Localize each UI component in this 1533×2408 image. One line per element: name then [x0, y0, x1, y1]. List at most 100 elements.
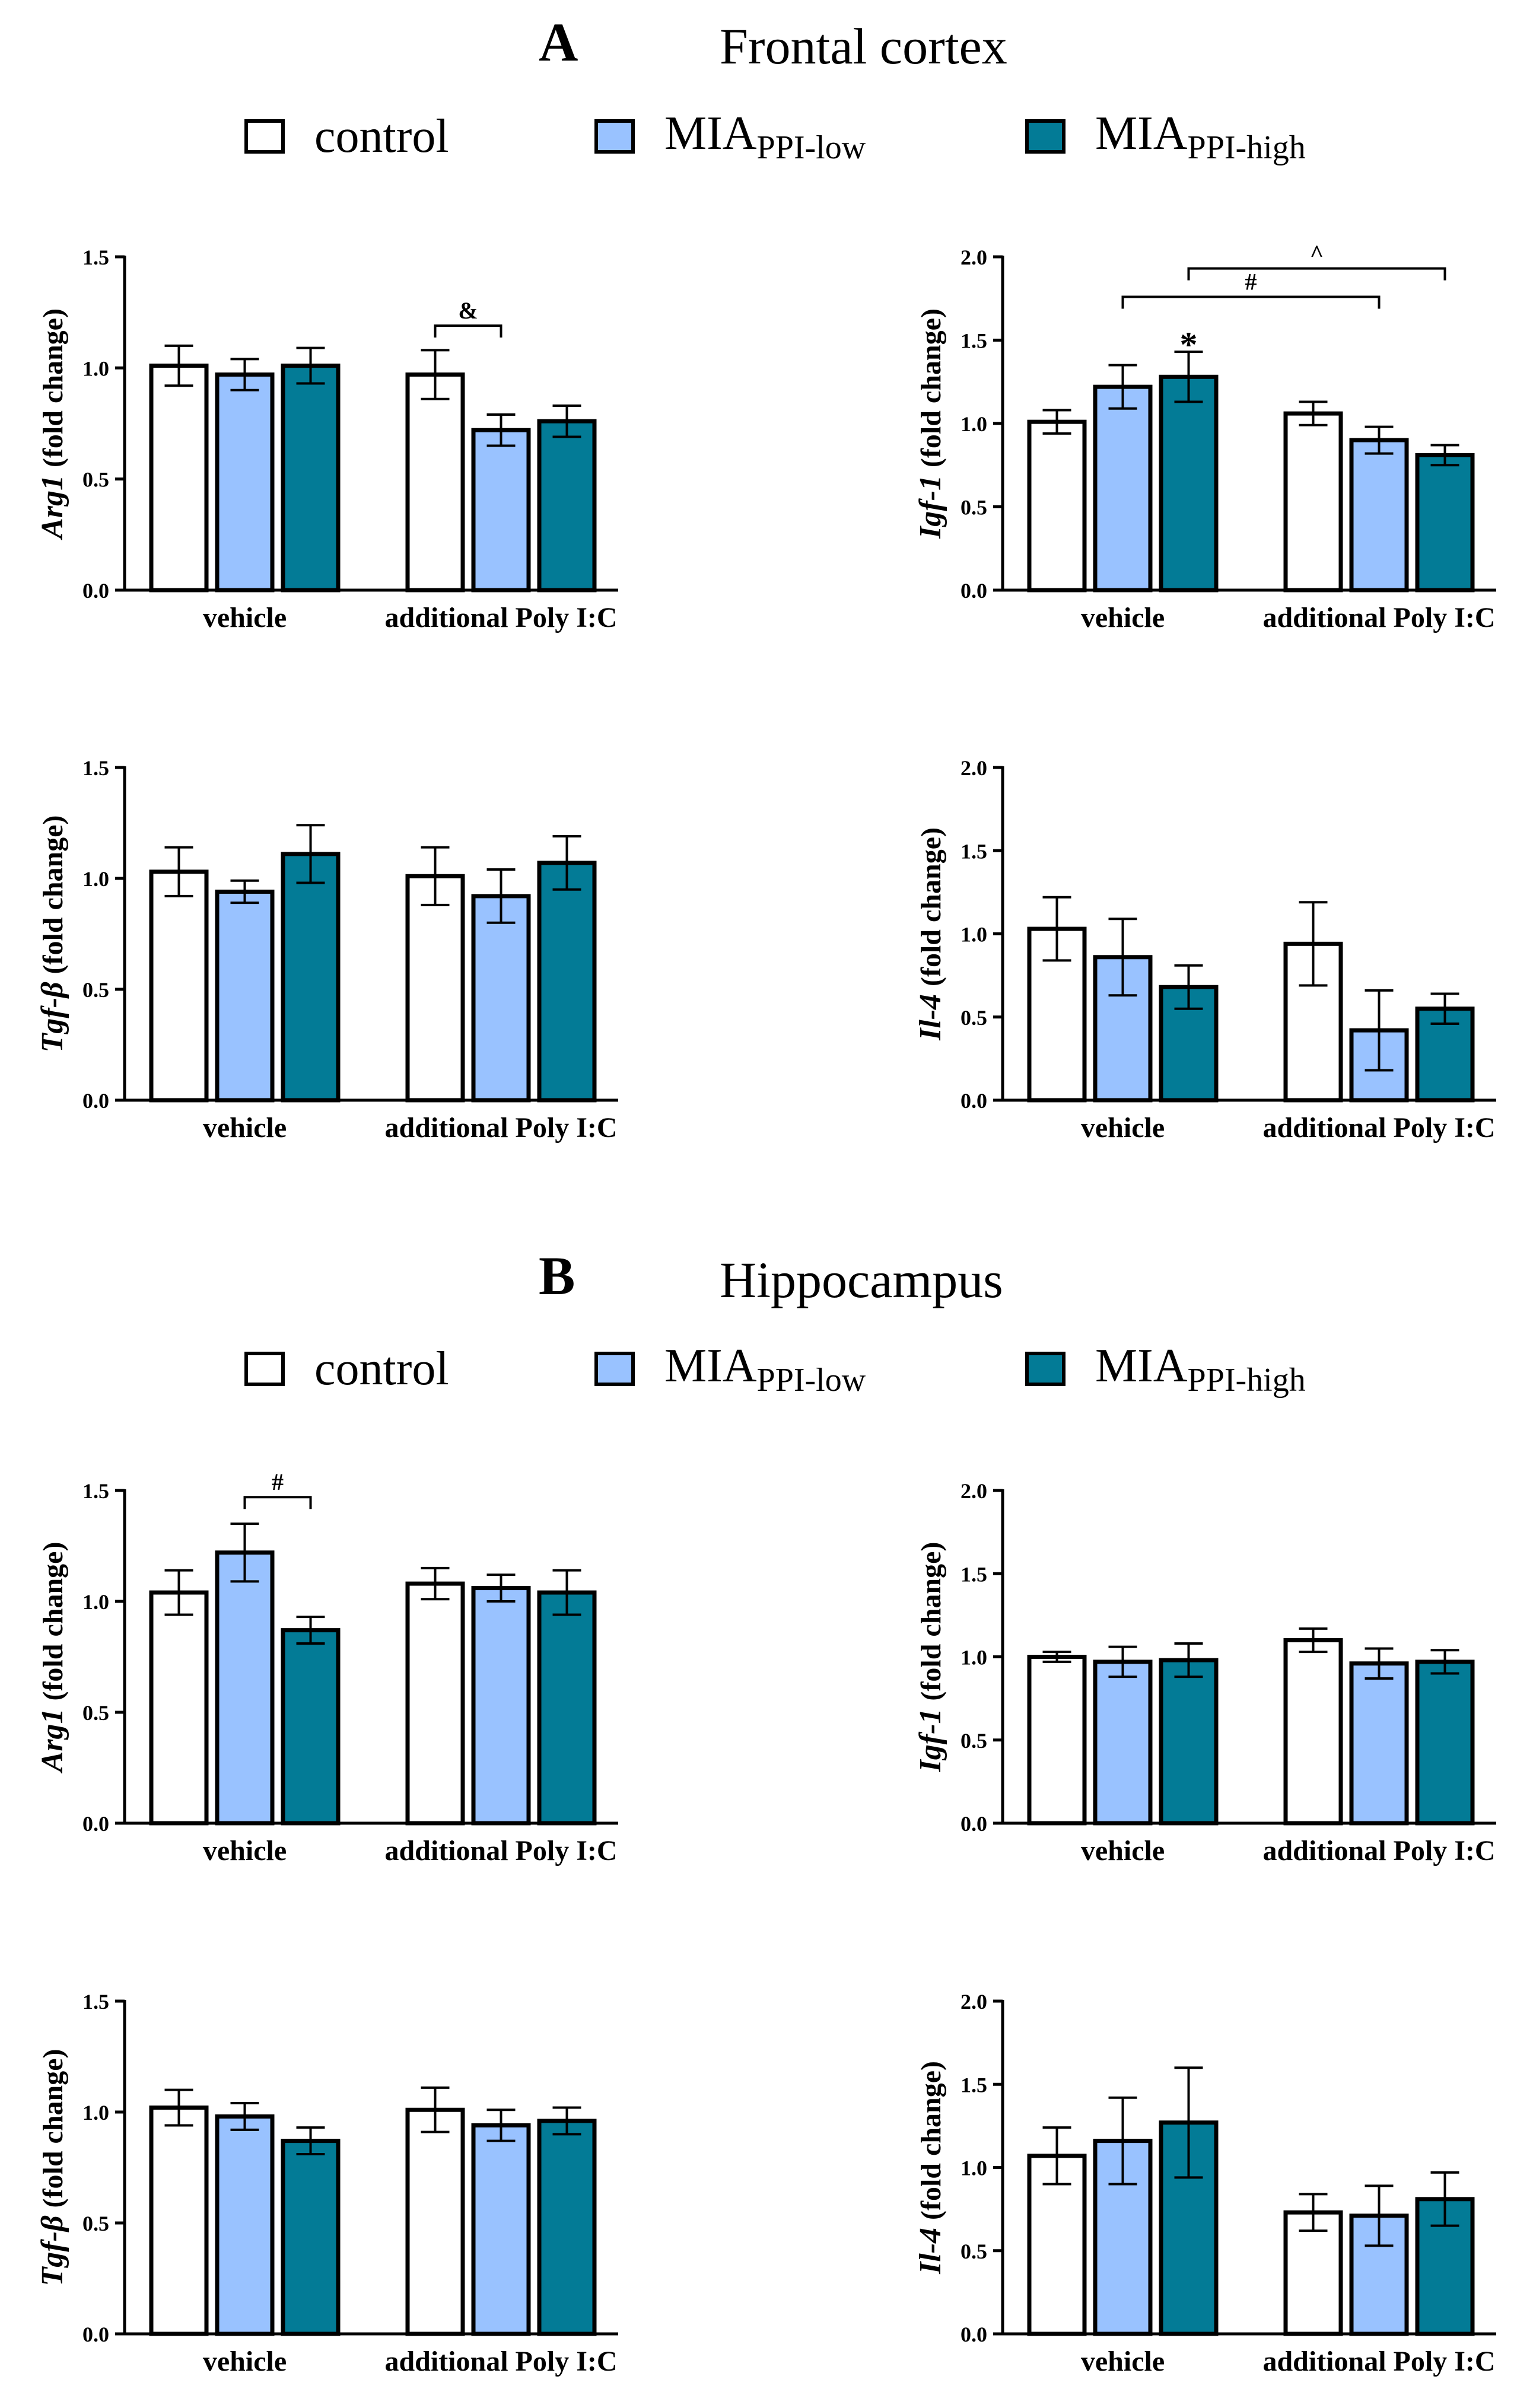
y-tick-label: 0.0	[82, 2323, 109, 2346]
x-category-label: vehicle	[203, 2346, 287, 2377]
chart-b-7: 0.0 0.5 1.0 1.5 2.0 Il-4 (fold change) vehicle…	[914, 1990, 1496, 2377]
y-axis-label-gene: Igf-1	[914, 467, 947, 539]
y-axis-label: Tgf-β (fold change)	[36, 2049, 69, 2286]
y-tick-label: 0.5	[82, 2212, 109, 2235]
y-tick-label: 0.0	[82, 579, 109, 603]
y-axis-label-gene: Arg1	[36, 467, 69, 540]
legend-item-mia-ppi-high: MIAPPI-high	[1025, 1339, 1306, 1399]
legend-swatch-mia-ppi-high	[1025, 119, 1066, 154]
legend-label-mia-ppi-low: MIAPPI-low	[664, 1339, 866, 1399]
y-axis-label-suffix: (fold change)	[915, 1542, 947, 1701]
y-axis-label: Arg1 (fold change)	[36, 1542, 69, 1774]
section-b-letter: B	[539, 1246, 575, 1306]
y-tick-label: 2.0	[960, 246, 987, 269]
chart-a-0: 0.0 0.5 1.0 1.5 Arg1 (fold change) vehicle add…	[36, 246, 618, 633]
y-tick-label: 0.5	[82, 978, 109, 1002]
y-tick-label: 1.0	[960, 923, 987, 947]
y-tick-label: 1.0	[82, 1590, 109, 1614]
significance-label: &	[458, 297, 478, 324]
y-tick-label: 2.0	[960, 1479, 987, 1503]
x-category-label: additional Poly I:C	[1262, 1112, 1495, 1144]
y-tick-label: 0.0	[82, 1089, 109, 1113]
bar-mia-ppi-low-vehicle	[215, 372, 275, 593]
y-axis-label-suffix: (fold change)	[915, 2061, 947, 2220]
bar-mia-ppi-low-vehicle	[215, 1550, 275, 1826]
x-category-label: vehicle	[203, 1112, 287, 1144]
y-tick-label: 2.0	[960, 1990, 987, 2014]
significance-bracket	[434, 324, 502, 338]
y-axis-label-suffix: (fold change)	[915, 827, 947, 986]
y-axis-label-gene: Arg1	[36, 1701, 69, 1774]
bar-mia-ppi-high-vehicle	[1159, 1658, 1219, 1826]
section-a-legend: control MIAPPI-low MIAPPI-high	[0, 107, 1533, 178]
legend-item-mia-ppi-low: MIAPPI-low	[594, 107, 866, 166]
y-axis-label-gene: Igf-1	[914, 1701, 947, 1773]
significance-bracket	[1187, 267, 1446, 281]
x-category-label: vehicle	[203, 1835, 287, 1866]
bar-control-vehicle	[1027, 1655, 1087, 1826]
bar-mia-ppi-high-vehicle	[281, 1628, 341, 1826]
y-tick-label: 1.0	[82, 867, 109, 891]
y-axis-label-suffix: (fold change)	[37, 308, 69, 467]
y-tick-label: 1.5	[82, 1479, 109, 1503]
bar-mia-ppi-high-poly-ic	[1415, 1660, 1475, 1826]
x-category-label: vehicle	[1081, 2346, 1165, 2377]
chart-a-3: 0.0 0.5 1.0 1.5 2.0 Il-4 (fold change) vehicle…	[914, 756, 1496, 1144]
chart-a-2: 0.0 0.5 1.0 1.5 Tgf-β (fold change) vehicle ad…	[36, 756, 618, 1144]
bar-control-vehicle	[149, 1590, 209, 1826]
legend-swatch-mia-ppi-low	[594, 1352, 635, 1386]
chart-b-6: 0.0 0.5 1.0 1.5 Tgf-β (fold change) vehicle ad…	[36, 1990, 618, 2377]
y-tick-label: 1.5	[82, 1990, 109, 2014]
y-tick-label: 1.5	[960, 2073, 987, 2097]
y-tick-label: 1.5	[960, 329, 987, 353]
y-tick-label: 0.0	[960, 1089, 987, 1113]
y-tick-label: 1.5	[960, 1562, 987, 1586]
bar-control-poly-ic	[1283, 2210, 1343, 2336]
y-axis-label-suffix: (fold change)	[37, 2049, 69, 2208]
bar-mia-ppi-high-poly-ic	[1415, 453, 1475, 593]
y-axis-label-suffix: (fold change)	[37, 1542, 69, 1701]
bar-control-poly-ic	[405, 874, 465, 1103]
significance-bracket	[243, 1496, 312, 1509]
y-axis-label: Tgf-β (fold change)	[36, 815, 69, 1052]
bar-control-vehicle	[149, 869, 209, 1103]
chart-b-4: 0.0 0.5 1.0 1.5 Arg1 (fold change) vehicle add…	[36, 1469, 618, 1866]
bar-mia-ppi-low-poly-ic	[1349, 1661, 1409, 1826]
chart-b-5: 0.0 0.5 1.0 1.5 2.0 Igf-1 (fold change) vehicl…	[914, 1479, 1496, 1866]
legend-swatch-mia-ppi-low	[594, 119, 635, 154]
legend-item-mia-ppi-low: MIAPPI-low	[594, 1339, 866, 1399]
bar-mia-ppi-low-vehicle	[215, 889, 275, 1103]
y-axis-label-gene: Tgf-β	[36, 974, 69, 1052]
legend-item-control: control	[244, 107, 449, 166]
bar-mia-ppi-low-poly-ic	[471, 894, 531, 1103]
legend-label-mia-ppi-high: MIAPPI-high	[1095, 1339, 1306, 1399]
bar-mia-ppi-high-vehicle	[281, 364, 341, 593]
x-category-label: additional Poly I:C	[384, 1112, 617, 1144]
y-axis-label-gene: Il-4	[914, 986, 947, 1041]
y-axis-label: Igf-1 (fold change)	[914, 308, 947, 539]
x-category-label: additional Poly I:C	[1262, 2346, 1495, 2377]
legend-item-control: control	[244, 1339, 449, 1399]
x-category-label: vehicle	[203, 602, 287, 633]
legend-label-mia-ppi-low: MIAPPI-low	[664, 107, 866, 166]
bar-control-poly-ic	[405, 2107, 465, 2336]
x-category-label: additional Poly I:C	[384, 1835, 617, 1866]
y-tick-label: 1.5	[82, 246, 109, 269]
bar-control-vehicle	[149, 2106, 209, 2336]
bar-mia-ppi-high-poly-ic	[537, 419, 597, 593]
bar-mia-ppi-low-poly-ic	[471, 428, 531, 593]
y-tick-label: 0.0	[960, 579, 987, 603]
x-category-label: additional Poly I:C	[384, 602, 617, 633]
x-category-label: vehicle	[1081, 602, 1165, 633]
y-axis-label-suffix: (fold change)	[915, 308, 947, 467]
legend-swatch-control	[244, 119, 285, 154]
y-tick-label: 1.5	[82, 756, 109, 780]
bar-control-poly-ic	[1283, 1638, 1343, 1826]
x-category-label: additional Poly I:C	[1262, 1835, 1495, 1866]
bar-control-vehicle	[1027, 419, 1087, 593]
y-axis-label-suffix: (fold change)	[37, 815, 69, 974]
y-tick-label: 0.5	[960, 496, 987, 520]
bar-control-poly-ic	[405, 372, 465, 593]
y-tick-label: 0.0	[960, 1812, 987, 1836]
